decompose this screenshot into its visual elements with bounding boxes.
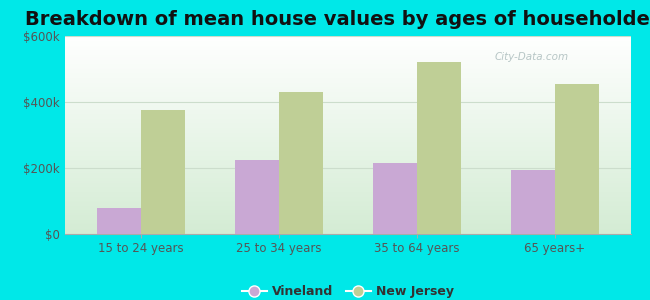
Bar (235, 160, 279, 234)
Bar (417, 62, 461, 234)
Bar (372, 163, 417, 234)
Bar (554, 84, 599, 234)
Bar (97, 208, 141, 234)
Legend: Vineland, New Jersey: Vineland, New Jersey (237, 280, 459, 300)
Title: Breakdown of mean house values by ages of householders: Breakdown of mean house values by ages o… (25, 10, 650, 29)
Bar (141, 110, 185, 234)
Text: City-Data.com: City-Data.com (495, 52, 569, 62)
Bar (510, 170, 554, 234)
Bar (279, 92, 323, 234)
